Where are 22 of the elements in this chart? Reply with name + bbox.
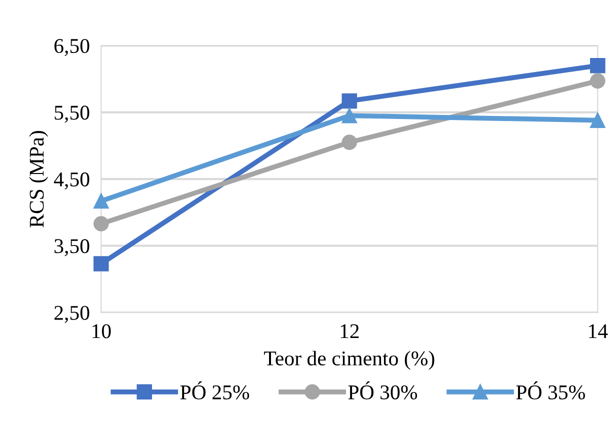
point	[590, 112, 606, 128]
point	[590, 58, 606, 74]
x-axis-title: Teor de cimento (%)	[264, 350, 434, 370]
y-tick-label: 4,50	[54, 172, 90, 190]
legend-label: PÓ 30%	[348, 381, 418, 400]
x-tick-label: 12	[340, 324, 359, 338]
x-tick-label: 10	[92, 324, 111, 338]
point	[94, 216, 109, 232]
point	[342, 108, 358, 124]
point	[94, 256, 109, 272]
y-tick-label: 3,50	[54, 239, 90, 256]
y-tick-label: 5,50	[54, 106, 90, 123]
point	[590, 73, 606, 89]
y-axis-title: RCS (MPa)	[29, 131, 48, 228]
legend-label: PÓ 25%	[180, 381, 250, 400]
legend-label: PÓ 35%	[516, 381, 585, 400]
point	[94, 193, 109, 209]
x-tick-label: 14	[589, 324, 608, 338]
y-tick-label: 2,50	[54, 306, 90, 323]
point	[342, 93, 358, 109]
y-tick-label: 6,50	[54, 38, 90, 56]
point	[342, 134, 358, 150]
